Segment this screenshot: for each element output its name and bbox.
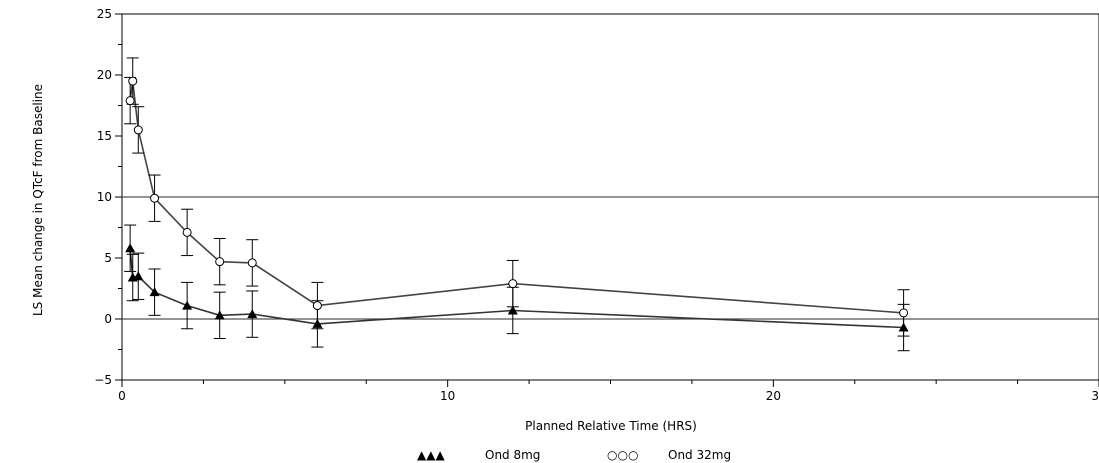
data-point	[134, 126, 142, 134]
data-point	[900, 309, 908, 317]
data-point	[216, 258, 224, 266]
axes: −5 0 5 10 15 20 25 0 10 20 30	[94, 7, 1099, 403]
data-point	[248, 259, 256, 267]
data-point	[133, 271, 143, 280]
x-tick-label: 10	[440, 389, 455, 403]
legend-label-ond-8mg: Ond 8mg	[485, 448, 540, 462]
legend: ▲▲▲ Ond 8mg ○○○ Ond 32mg	[417, 448, 731, 462]
x-tick-label: 0	[118, 389, 126, 403]
y-tick-label: −5	[94, 373, 112, 387]
legend-symbol-ond-8mg: ▲▲▲	[417, 448, 445, 462]
data-point	[182, 301, 192, 310]
y-tick-label: 20	[97, 68, 112, 82]
y-tick-label: 10	[97, 190, 112, 204]
data-point	[313, 302, 321, 310]
y-tick-label: 0	[104, 312, 112, 326]
data-point	[129, 77, 137, 85]
data-point	[126, 97, 134, 105]
data-point	[151, 194, 159, 202]
data-point	[183, 228, 191, 236]
series-layer	[124, 58, 909, 351]
data-point	[509, 280, 517, 288]
series-ond-8mg	[124, 225, 909, 351]
y-tick-label: 25	[97, 7, 112, 21]
x-tick-label: 20	[766, 389, 781, 403]
y-tick-label: 15	[97, 129, 112, 143]
y-axis-title: LS Mean change in QTcF from Baseline	[31, 84, 45, 316]
y-tick-label: 5	[104, 251, 112, 265]
data-point	[125, 243, 135, 252]
x-tick-label: 30	[1091, 389, 1099, 403]
legend-symbol-ond-32mg: ○○○	[607, 448, 638, 462]
legend-label-ond-32mg: Ond 32mg	[668, 448, 731, 462]
x-axis-title: Planned Relative Time (HRS)	[525, 419, 697, 433]
